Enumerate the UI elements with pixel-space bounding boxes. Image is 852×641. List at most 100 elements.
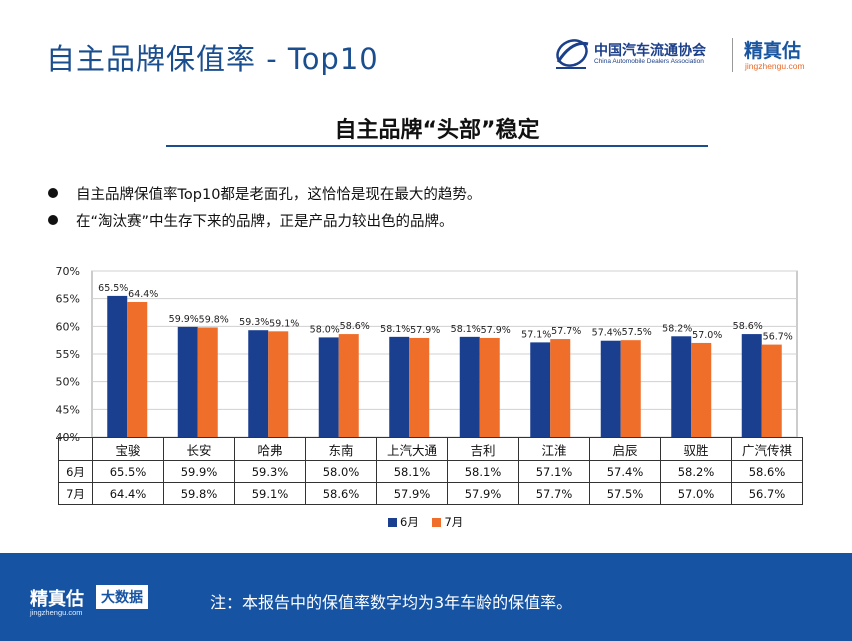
bullet-dot-icon (48, 188, 58, 198)
data-label: 57.1% (521, 329, 551, 340)
bar (268, 331, 289, 437)
bar (338, 334, 359, 437)
y-tick-label: 45% (56, 403, 80, 416)
subtitle-underline (166, 145, 708, 147)
table-value-cell: 57.1% (518, 460, 590, 483)
data-label: 57.9% (410, 325, 440, 336)
table-row: 6月 65.5% 59.9% 59.3% 58.0% 58.1% 58.1% 57.1% 57… (58, 460, 803, 483)
bar (600, 340, 621, 437)
header-logos: 中国汽车流通协会 China Automobile Dealers Associ… (552, 36, 832, 76)
table-value-cell: 57.5% (589, 482, 661, 505)
bar (459, 336, 480, 437)
y-tick-label: 70% (56, 265, 80, 278)
y-tick-label: 65% (56, 293, 80, 306)
data-label: 58.6% (733, 321, 763, 332)
bar (620, 340, 641, 437)
table-value-cell: 59.3% (234, 460, 306, 483)
y-tick-label: 60% (56, 320, 80, 333)
bar (107, 295, 128, 437)
bar (550, 339, 571, 437)
section-subtitle: 自主品牌“头部”稳定 (334, 118, 540, 143)
bar (248, 330, 269, 437)
data-label: 59.3% (239, 317, 269, 328)
bullet-item: 自主品牌保值率Top10都是老面孔，这恰恰是现在最大的趋势。 (46, 183, 481, 210)
table-value-cell: 58.2% (660, 460, 732, 483)
bar (409, 337, 430, 437)
footer-badge: 大数据 (96, 585, 148, 609)
bar (389, 336, 410, 437)
bar (197, 327, 218, 437)
table-value-cell: 56.7% (731, 482, 803, 505)
data-label: 58.1% (451, 324, 481, 335)
bar (741, 334, 762, 437)
table-value-cell: 57.4% (589, 460, 661, 483)
bullet-text: 在“淘汰赛”中生存下来的品牌，正是产品力较出色的品牌。 (76, 214, 454, 230)
footer-note: 注：本报告中的保值率数字均为3年车龄的保值率。 (210, 593, 573, 612)
logo-divider (732, 38, 733, 72)
data-label: 56.7% (763, 332, 793, 343)
data-label: 57.0% (692, 330, 722, 341)
table-category-cell: 启辰 (589, 437, 661, 461)
table-category-cell: 江淮 (518, 437, 590, 461)
data-label: 64.4% (128, 289, 158, 300)
table-value-cell: 59.8% (163, 482, 235, 505)
table-category-cell: 驭胜 (660, 437, 732, 461)
bullet-list: 自主品牌保值率Top10都是老面孔，这恰恰是现在最大的趋势。 在“淘汰赛”中生存… (46, 183, 481, 237)
legend-swatch (388, 518, 397, 527)
data-label: 57.5% (622, 327, 652, 338)
cada-name: 中国汽车流通协会 (594, 43, 706, 59)
table-value-cell: 58.0% (305, 460, 377, 483)
table-value-cell: 58.6% (305, 482, 377, 505)
table-row: 7月 64.4% 59.8% 59.1% 58.6% 57.9% 57.9% 57.7% 57… (58, 482, 803, 505)
bar (761, 344, 782, 437)
bullet-item: 在“淘汰赛”中生存下来的品牌，正是产品力较出色的品牌。 (46, 210, 481, 237)
data-label: 58.2% (662, 323, 692, 334)
table-category-cell: 上汽大通 (376, 437, 448, 461)
table-value-cell: 58.1% (376, 460, 448, 483)
footer-url: jingzhengu.com (30, 608, 83, 617)
jzg-logo: 精真估 (744, 40, 802, 62)
bar (479, 337, 500, 437)
footer-logo: 精真估 (30, 589, 84, 610)
data-label: 59.9% (169, 314, 199, 325)
y-tick-label: 55% (56, 348, 80, 361)
table-value-cell: 57.7% (518, 482, 590, 505)
legend-item: 7月 (432, 514, 463, 530)
chart-legend: 6月 7月 (388, 514, 473, 530)
table-category-cell: 东南 (305, 437, 377, 461)
table-value-cell: 57.9% (447, 482, 519, 505)
bullet-dot-icon (48, 215, 58, 225)
jzg-url: jingzhengu.com (745, 61, 805, 71)
data-label: 57.4% (592, 328, 622, 339)
data-label: 57.7% (551, 326, 581, 337)
table-category-cell: 吉利 (447, 437, 519, 461)
legend-swatch (432, 518, 442, 527)
table-value-cell: 64.4% (92, 482, 164, 505)
table-row-label: 7月 (58, 482, 93, 505)
data-label: 59.8% (199, 314, 229, 325)
bar-chart: 40%45%50%55%60%65%70%65.5%64.4%59.9% 59.8… (56, 265, 798, 444)
table-category-cell: 广汽传祺 (731, 437, 803, 461)
table-category-cell: 长安 (163, 437, 235, 461)
bullet-text: 自主品牌保值率Top10都是老面孔，这恰恰是现在最大的趋势。 (76, 187, 482, 203)
cada-english-name: China Automobile Dealers Association (594, 58, 704, 65)
data-label: 58.0% (310, 324, 340, 335)
table-row-label: 6月 (58, 460, 93, 483)
data-table: 宝骏 长安 哈弗 东南 上汽大通 吉利 江淮 启辰 驭胜 广汽传祺 6月 65.5% 59.9% 59… (58, 437, 803, 505)
table-corner-cell (58, 437, 93, 461)
bar (177, 326, 198, 437)
legend-label: 6月 (400, 515, 419, 529)
bar (530, 342, 551, 437)
table-value-cell: 58.6% (731, 460, 803, 483)
table-value-cell: 65.5% (92, 460, 164, 483)
table-category-cell: 哈弗 (234, 437, 306, 461)
data-label: 65.5% (98, 283, 128, 294)
table-value-cell: 57.9% (376, 482, 448, 505)
table-value-cell: 59.1% (234, 482, 306, 505)
data-label: 59.1% (269, 318, 299, 329)
data-label: 57.9% (481, 325, 511, 336)
table-value-cell: 58.1% (447, 460, 519, 483)
cada-logo-icon (556, 39, 589, 69)
legend-label: 7月 (444, 515, 464, 529)
bar (318, 337, 339, 437)
